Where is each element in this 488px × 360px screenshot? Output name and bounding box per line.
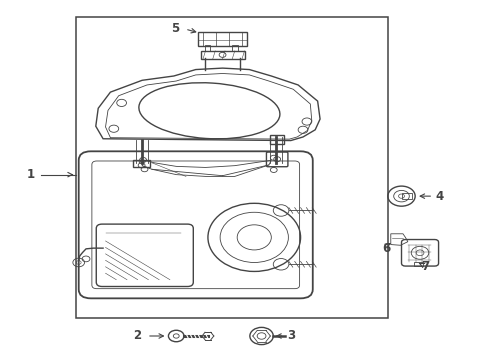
- Bar: [76, 17, 387, 318]
- Bar: [269, 135, 284, 144]
- Bar: [198, 32, 246, 45]
- Text: 5: 5: [170, 22, 179, 35]
- Text: 4: 4: [434, 190, 443, 203]
- Bar: [413, 262, 422, 266]
- Text: 6: 6: [381, 242, 389, 255]
- Bar: [401, 193, 411, 199]
- Bar: [232, 45, 238, 51]
- Text: 1: 1: [27, 168, 35, 181]
- Bar: [204, 45, 210, 51]
- Bar: [200, 51, 244, 59]
- Text: 2: 2: [133, 329, 141, 342]
- Text: 3: 3: [286, 329, 294, 342]
- Text: 7: 7: [420, 260, 428, 273]
- Bar: [133, 160, 150, 167]
